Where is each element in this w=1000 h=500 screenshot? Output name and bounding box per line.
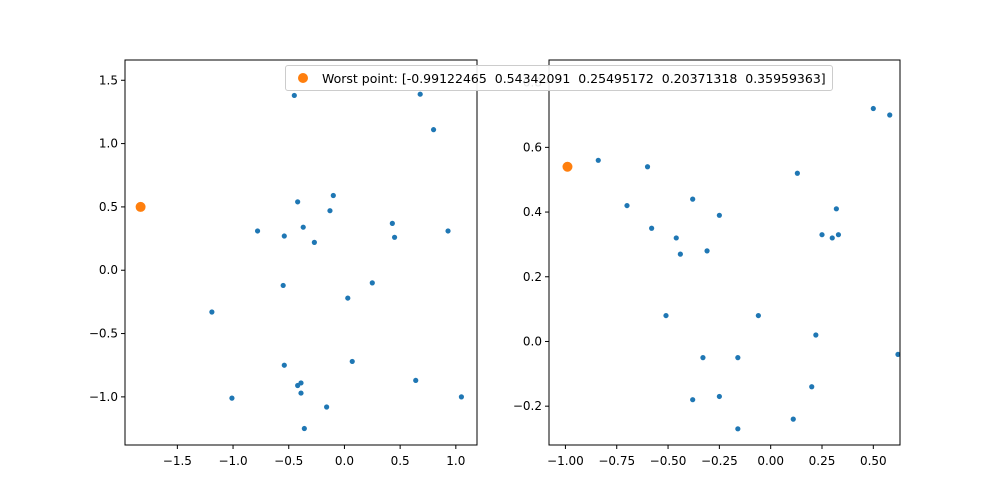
y-tick-label: 0.0 [99, 263, 118, 277]
data-point-s0-12 [829, 235, 835, 241]
x-tick-label: −0.75 [598, 454, 635, 468]
y-tick-label: 0.2 [523, 270, 542, 284]
data-point-s0-15 [369, 280, 375, 286]
data-point-s0-5 [624, 202, 630, 209]
data-point-s0-0 [870, 105, 876, 112]
data-point-s0-0 [291, 92, 297, 99]
data-point-s0-25 [735, 426, 741, 432]
data-point-s0-4 [295, 199, 301, 205]
x-tick-label: 0.25 [809, 454, 836, 468]
data-point-s0-14 [345, 295, 351, 301]
data-point-s0-18 [813, 332, 819, 338]
data-point-s0-15 [704, 248, 710, 254]
data-point-s0-26 [790, 416, 796, 422]
data-point-s0-10 [389, 220, 395, 226]
x-tick-label: 1.0 [446, 454, 465, 468]
data-point-s0-18 [281, 362, 287, 368]
data-point-s0-22 [690, 397, 696, 403]
left-scatter-plot: −1.5 −1.0 −0.5 0.0 0.5 1.0 −1.0 −0.5 0.0 0.5 1.0 1.… [89, 59, 478, 468]
legend-marker-icon [298, 73, 308, 83]
x-tick-label: −0.5 [274, 454, 303, 468]
data-point-s0-17 [349, 358, 355, 365]
data-point-s0-2 [430, 127, 437, 133]
right-scatter-plot: −1.00 −0.75 −0.50 −0.25 0.00 0.25 0.50 −0.2 0.0 0… [513, 59, 901, 468]
y-tick-label: 0.6 [523, 140, 542, 154]
data-point-s1-0 [135, 201, 146, 212]
y-tick-label: 0.4 [523, 205, 542, 219]
data-point-s0-26 [301, 425, 307, 432]
legend: Worst point: [-0.99122465 0.54342091 0.2… [285, 65, 833, 91]
y-tick-label: 1.0 [99, 137, 118, 151]
x-tick-label: 0.00 [757, 454, 784, 468]
y-tick-label: −0.5 [89, 327, 118, 341]
data-point-s0-17 [755, 312, 761, 319]
data-point-s0-9 [649, 225, 655, 231]
data-point-s0-8 [281, 233, 287, 239]
axes-frame [124, 59, 478, 446]
data-point-s0-6 [300, 224, 306, 230]
data-point-s0-7 [833, 206, 839, 212]
data-point-s0-3 [330, 192, 336, 199]
axes-frame [548, 59, 901, 446]
y-tick-label: −0.2 [513, 399, 542, 413]
data-point-s0-24 [809, 384, 815, 390]
x-tick-label: 0.5 [391, 454, 410, 468]
x-tick-label: 0.0 [335, 454, 354, 468]
data-point-s0-6 [690, 196, 696, 202]
data-point-s0-4 [794, 170, 800, 176]
data-point-s0-21 [895, 351, 901, 358]
data-point-s0-20 [735, 355, 741, 361]
data-point-s0-11 [819, 232, 825, 238]
y-tick-label: −1.0 [89, 390, 118, 404]
data-point-s0-3 [644, 164, 651, 170]
data-point-s0-13 [280, 282, 286, 289]
data-point-s0-10 [673, 235, 679, 241]
data-point-s0-5 [327, 208, 333, 214]
x-tick-label: −1.00 [547, 454, 584, 468]
data-point-s0-20 [298, 380, 304, 386]
data-point-s0-24 [458, 394, 465, 400]
data-point-s0-1 [887, 112, 893, 118]
data-point-s0-16 [663, 312, 669, 319]
data-point-s0-12 [445, 228, 451, 234]
data-point-s1-0 [562, 161, 573, 172]
data-point-s0-9 [311, 239, 317, 245]
x-tick-label: 0.50 [860, 454, 887, 468]
x-tick-label: −0.50 [650, 454, 687, 468]
data-point-s0-21 [298, 390, 304, 396]
y-tick-label: 0.5 [99, 200, 118, 214]
x-tick-label: −0.25 [701, 454, 738, 468]
data-point-s0-19 [700, 355, 706, 361]
data-point-s0-22 [413, 377, 419, 384]
data-point-s0-14 [677, 251, 683, 257]
data-point-s0-13 [835, 232, 842, 238]
x-tick-label: −1.0 [218, 454, 247, 468]
data-point-s0-25 [324, 404, 330, 410]
data-point-s0-11 [391, 234, 398, 240]
data-point-s0-16 [209, 309, 215, 315]
data-point-s0-1 [417, 91, 423, 97]
data-point-s0-7 [254, 228, 261, 234]
x-tick-label: −1.5 [163, 454, 192, 468]
legend-label: Worst point: [-0.99122465 0.54342091 0.2… [322, 70, 826, 86]
data-point-s0-2 [595, 157, 601, 163]
data-point-s0-23 [716, 393, 722, 400]
y-tick-label: 0.0 [523, 334, 542, 348]
data-point-s0-8 [716, 212, 722, 218]
data-point-s0-23 [229, 395, 235, 401]
y-tick-label: 1.5 [99, 73, 118, 87]
